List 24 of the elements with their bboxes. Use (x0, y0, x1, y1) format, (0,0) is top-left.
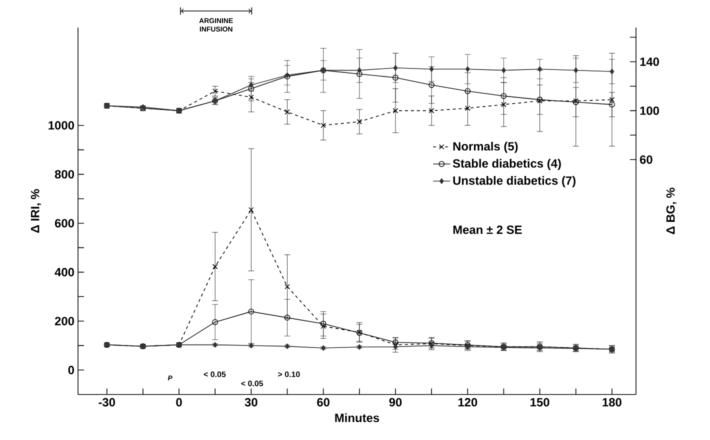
x-tick-label: 180 (602, 398, 622, 406)
x-tick-label: 0 (176, 398, 182, 406)
y-tick-label: 400 (54, 268, 74, 276)
annotation: Mean ± 2 SE (453, 226, 522, 234)
x-tick-label: -30 (98, 398, 116, 407)
y-tick-label: 800 (54, 170, 74, 179)
legend-label: Normals (5) (453, 142, 518, 153)
y2-axis-title: Δ BG, % (666, 188, 677, 234)
y2-tick-label: 140 (640, 58, 659, 66)
x-tick-label: 120 (458, 398, 478, 406)
x-tick-label: 60 (317, 398, 330, 406)
y-tick-label: 200 (54, 316, 74, 326)
y-axis-title: Δ IRI, % (30, 189, 42, 233)
y-tick-label: 600 (54, 219, 74, 228)
legend-label: Unstable diabetics (7) (453, 176, 576, 188)
legend-label: Stable diabetics (4) (452, 158, 561, 170)
y2-tick-label: 100 (640, 106, 659, 115)
y-tick-label: 0 (68, 366, 74, 374)
x-tick-label: 30 (244, 398, 258, 407)
x-tick-label: 90 (389, 398, 402, 406)
y2-tick-label: 60 (640, 155, 652, 164)
y-tick-label: 1000 (48, 121, 74, 130)
x-tick-label: 150 (530, 398, 550, 406)
x-axis-title: Minutes (335, 413, 380, 422)
